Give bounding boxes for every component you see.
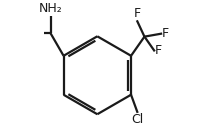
Text: F: F <box>134 7 141 20</box>
Text: F: F <box>162 27 169 40</box>
Text: NH₂: NH₂ <box>39 2 63 15</box>
Text: F: F <box>155 44 162 57</box>
Text: Cl: Cl <box>131 113 143 126</box>
